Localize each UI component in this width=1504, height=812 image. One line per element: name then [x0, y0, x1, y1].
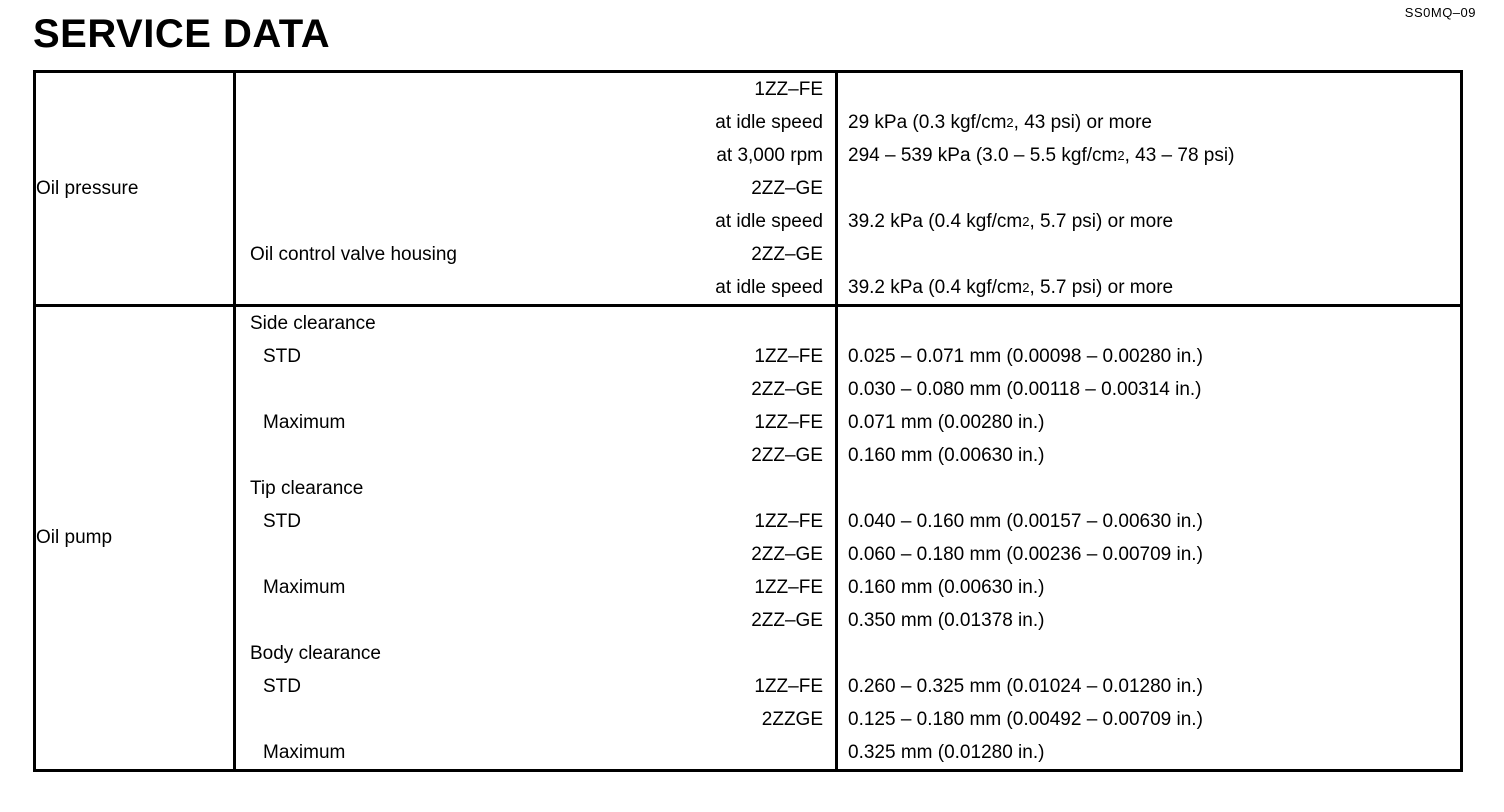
spec-value: 0.060 – 0.180 mm (0.00236 – 0.00709 in.) — [848, 543, 1203, 565]
spec-condition: 2ZZ–GE — [751, 378, 823, 400]
section-label: Oil pump — [33, 304, 236, 772]
spec-line: 2ZZ–GE — [236, 373, 835, 406]
spec-item-column: 1ZZ–FE at idle speed at 3,000 rpm 2ZZ–GE at … — [233, 70, 838, 307]
spec-condition: 2ZZ–GE — [751, 543, 823, 565]
spec-line: Maximum 1ZZ–FE — [236, 571, 835, 604]
spec-condition: 1ZZ–FE — [754, 510, 823, 532]
service-data-table: Oil pressure 1ZZ–FE at idle speed at 3,000 … — [33, 70, 1463, 772]
section-label: Oil pressure — [33, 70, 236, 307]
spec-value: 0.260 – 0.325 mm (0.01024 – 0.01280 in.) — [848, 675, 1203, 697]
spec-line: Oil control valve housing 2ZZ–GE — [236, 238, 835, 271]
spec-condition: at idle speed — [715, 210, 823, 232]
spec-line: STD 1ZZ–FE — [236, 505, 835, 538]
spec-value — [838, 172, 1460, 205]
spec-sublabel: STD — [263, 510, 301, 532]
spec-line: STD 1ZZ–FE — [236, 670, 835, 703]
spec-value-column: 0.025 – 0.071 mm (0.00098 – 0.00280 in.)… — [835, 304, 1463, 772]
spec-condition: 1ZZ–FE — [754, 411, 823, 433]
spec-sublabel: Maximum — [263, 741, 346, 763]
section-row: Oil pump Side clearance STD 1ZZ–FE 2ZZ–GE Max… — [33, 304, 1463, 772]
spec-line: 2ZZ–GE — [236, 538, 835, 571]
spec-line: at idle speed — [236, 106, 835, 139]
spec-value — [838, 307, 1460, 340]
spec-condition: 1ZZ–FE — [754, 675, 823, 697]
spec-condition: 1ZZ–FE — [754, 78, 823, 100]
page-title: SERVICE DATA — [33, 12, 331, 56]
spec-sublabel: Maximum — [263, 576, 346, 598]
section-row: Oil pressure 1ZZ–FE at idle speed at 3,000 … — [33, 70, 1463, 307]
spec-value: 39.2 kPa (0.4 kgf/cm 2, 5.7 psi) or more — [848, 210, 1174, 232]
spec-condition: 2ZZ–GE — [751, 444, 823, 466]
spec-value: 294 – 539 kPa (3.0 – 5.5 kgf/cm 2, 43 – 7… — [848, 144, 1235, 166]
spec-value — [838, 637, 1460, 670]
doc-code: SS0MQ–09 — [1404, 5, 1476, 20]
spec-value-column: 29 kPa (0.3 kgf/cm 2, 43 psi) or more 294 … — [835, 70, 1463, 307]
spec-value: 0.160 mm (0.00630 in.) — [848, 576, 1045, 598]
spec-condition: at 3,000 rpm — [716, 144, 823, 166]
spec-value: 29 kPa (0.3 kgf/cm 2, 43 psi) or more — [848, 111, 1152, 133]
spec-line: Body clearance — [236, 637, 835, 670]
spec-line: Side clearance — [236, 307, 835, 340]
spec-sublabel: STD — [263, 675, 301, 697]
spec-value: 0.350 mm (0.01378 in.) — [848, 609, 1045, 631]
spec-sublabel: Oil control valve housing — [250, 243, 457, 265]
spec-value: 0.025 – 0.071 mm (0.00098 – 0.00280 in.) — [848, 345, 1203, 367]
spec-line: 2ZZ–GE — [236, 604, 835, 637]
spec-condition: 2ZZ–GE — [751, 243, 823, 265]
spec-value: 39.2 kPa (0.4 kgf/cm 2, 5.7 psi) or more — [848, 276, 1174, 298]
spec-value — [838, 73, 1460, 106]
spec-sublabel: STD — [263, 345, 301, 367]
spec-sublabel: Tip clearance — [250, 477, 364, 499]
spec-line: 2ZZ–GE — [236, 439, 835, 472]
spec-value: 0.030 – 0.080 mm (0.00118 – 0.00314 in.) — [848, 378, 1202, 400]
spec-value — [838, 238, 1460, 271]
spec-condition: 1ZZ–FE — [754, 576, 823, 598]
spec-condition: at idle speed — [715, 276, 823, 298]
spec-line: Maximum — [236, 736, 835, 769]
spec-value: 0.125 – 0.180 mm (0.00492 – 0.00709 in.) — [848, 708, 1203, 730]
spec-value: 0.325 mm (0.01280 in.) — [848, 741, 1045, 763]
spec-condition: at idle speed — [715, 111, 823, 133]
spec-condition: 2ZZ–GE — [751, 177, 823, 199]
spec-line: 1ZZ–FE — [236, 73, 835, 106]
spec-sublabel: Maximum — [263, 411, 346, 433]
spec-item-column: Side clearance STD 1ZZ–FE 2ZZ–GE Maximum 1ZZ–… — [233, 304, 838, 772]
spec-value: 0.160 mm (0.00630 in.) — [848, 444, 1045, 466]
spec-condition: 2ZZGE — [761, 708, 823, 730]
spec-value: 0.071 mm (0.00280 in.) — [848, 411, 1045, 433]
spec-line: at 3,000 rpm — [236, 139, 835, 172]
spec-line: 2ZZGE — [236, 703, 835, 736]
spec-line: at idle speed — [236, 271, 835, 304]
spec-sublabel: Body clearance — [250, 642, 381, 664]
spec-condition: 1ZZ–FE — [754, 345, 823, 367]
spec-condition: 2ZZ–GE — [751, 609, 823, 631]
spec-line: STD 1ZZ–FE — [236, 340, 835, 373]
spec-value — [838, 472, 1460, 505]
spec-line: 2ZZ–GE — [236, 172, 835, 205]
spec-line: Tip clearance — [236, 472, 835, 505]
spec-line: Maximum 1ZZ–FE — [236, 406, 835, 439]
spec-sublabel: Side clearance — [250, 312, 376, 334]
spec-value: 0.040 – 0.160 mm (0.00157 – 0.00630 in.) — [848, 510, 1203, 532]
spec-line: at idle speed — [236, 205, 835, 238]
